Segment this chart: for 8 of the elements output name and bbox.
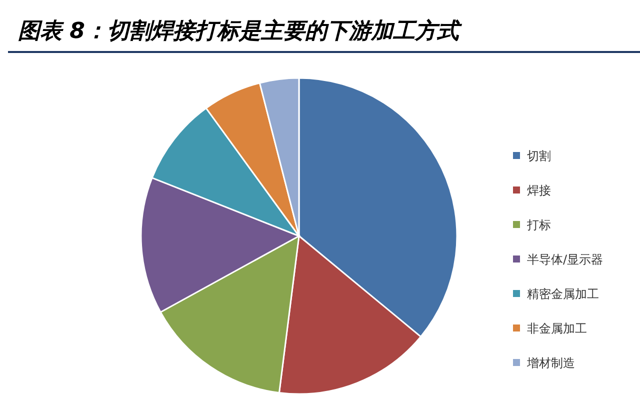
legend-label: 半导体/显示器 <box>527 252 604 266</box>
legend-label: 非金属加工 <box>527 322 587 336</box>
legend-label: 打标 <box>526 218 551 232</box>
legend-label: 精密金属加工 <box>527 287 599 301</box>
legend-label: 焊接 <box>527 184 551 198</box>
legend-label: 切割 <box>527 149 551 163</box>
legend-label: 增材制造 <box>526 356 575 370</box>
chart-title: 图表 8：切割焊接打标是主要的下游加工方式 <box>18 18 463 44</box>
